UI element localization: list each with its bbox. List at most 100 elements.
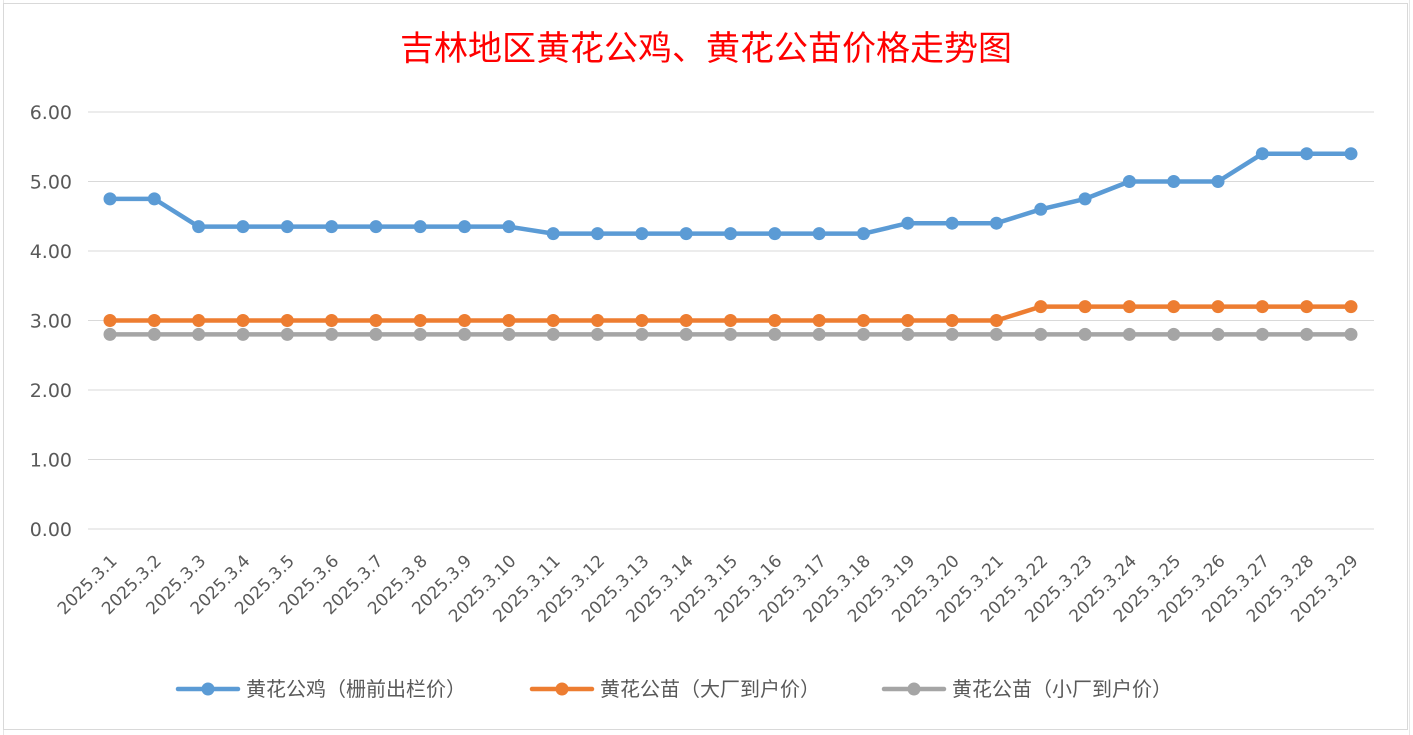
data-point bbox=[546, 327, 560, 341]
chart-frame bbox=[3, 3, 1408, 730]
series-3 bbox=[103, 327, 1358, 341]
y-tick-label: 1.00 bbox=[30, 450, 72, 472]
data-point bbox=[945, 216, 959, 230]
data-point bbox=[1167, 300, 1181, 314]
data-point bbox=[1255, 327, 1269, 341]
data-point bbox=[1167, 327, 1181, 341]
data-point bbox=[458, 327, 472, 341]
data-point bbox=[192, 314, 206, 327]
data-point bbox=[901, 216, 915, 230]
legend-item: 黄花公苗（小厂到户价） bbox=[881, 677, 1172, 701]
data-point bbox=[724, 314, 737, 327]
data-point bbox=[369, 220, 383, 234]
legend-swatch-marker bbox=[907, 682, 921, 696]
data-point bbox=[1167, 175, 1181, 188]
series-2 bbox=[103, 300, 1358, 327]
data-point bbox=[502, 314, 516, 327]
data-point bbox=[1078, 327, 1092, 341]
data-point bbox=[901, 314, 915, 327]
data-point bbox=[945, 327, 959, 341]
data-point bbox=[1300, 300, 1314, 314]
y-tick-label: 4.00 bbox=[30, 241, 72, 263]
data-point bbox=[236, 314, 250, 327]
data-point bbox=[679, 327, 693, 341]
data-point bbox=[413, 314, 427, 327]
data-point bbox=[413, 327, 427, 341]
data-point bbox=[768, 327, 782, 341]
data-point bbox=[724, 227, 737, 241]
data-point bbox=[1078, 300, 1092, 314]
data-point bbox=[856, 227, 870, 241]
data-point bbox=[1255, 147, 1269, 161]
data-point bbox=[325, 327, 339, 341]
data-point bbox=[1122, 300, 1136, 314]
y-axis-ticks: 0.00 1.00 2.00 3.00 4.00 5.00 6.00 bbox=[30, 102, 72, 541]
data-point bbox=[103, 314, 117, 327]
data-point bbox=[502, 327, 516, 341]
y-tick-label: 5.00 bbox=[30, 172, 72, 194]
data-point bbox=[502, 220, 516, 234]
data-point bbox=[1300, 147, 1314, 161]
data-point bbox=[280, 314, 294, 327]
y-tick-label: 6.00 bbox=[30, 102, 72, 124]
data-point bbox=[679, 227, 693, 241]
data-point bbox=[147, 192, 161, 206]
data-point bbox=[635, 227, 649, 241]
data-point bbox=[1122, 175, 1136, 188]
data-point bbox=[591, 227, 605, 241]
data-point bbox=[546, 227, 560, 241]
data-point bbox=[103, 327, 117, 341]
data-point bbox=[945, 314, 959, 327]
data-point bbox=[901, 327, 915, 341]
legend-item: 黄花公苗（大厂到户价） bbox=[529, 677, 820, 701]
data-point bbox=[1211, 175, 1225, 188]
data-point bbox=[1211, 300, 1225, 314]
data-point bbox=[856, 327, 870, 341]
data-point bbox=[635, 314, 649, 327]
data-point bbox=[1344, 300, 1358, 314]
legend-swatch-marker bbox=[201, 682, 215, 696]
data-point bbox=[325, 220, 339, 234]
data-point bbox=[546, 314, 560, 327]
data-point bbox=[280, 327, 294, 341]
data-point bbox=[812, 314, 826, 327]
data-point bbox=[635, 327, 649, 341]
chart-title: 吉林地区黄花公鸡、黄花公苗价格走势图 bbox=[400, 29, 1012, 69]
data-point bbox=[812, 327, 826, 341]
data-point bbox=[369, 327, 383, 341]
data-point bbox=[369, 314, 383, 327]
data-point bbox=[236, 220, 250, 234]
data-point bbox=[192, 220, 206, 234]
series-line bbox=[107, 151, 1354, 236]
legend-label: 黄花公鸡（栅前出栏价） bbox=[246, 677, 466, 701]
data-point bbox=[1211, 327, 1225, 341]
data-point bbox=[147, 327, 161, 341]
right-edge bbox=[1409, 0, 1413, 735]
data-point bbox=[1034, 327, 1048, 341]
y-tick-label: 2.00 bbox=[30, 380, 72, 402]
legend-swatch-marker bbox=[555, 682, 569, 696]
data-point bbox=[724, 327, 737, 341]
data-point bbox=[1344, 327, 1358, 341]
data-point bbox=[1078, 192, 1092, 206]
series-layer bbox=[103, 147, 1358, 341]
data-point bbox=[856, 314, 870, 327]
data-point bbox=[147, 314, 161, 327]
y-tick-label: 3.00 bbox=[30, 311, 72, 333]
data-point bbox=[591, 314, 605, 327]
data-point bbox=[236, 327, 250, 341]
data-point bbox=[458, 314, 472, 327]
legend: 黄花公鸡（栅前出栏价） 黄花公苗（大厂到户价） 黄花公苗（小厂到户价） bbox=[175, 677, 1172, 701]
data-point bbox=[1255, 300, 1269, 314]
legend-label: 黄花公苗（大厂到户价） bbox=[600, 677, 820, 701]
series-1 bbox=[103, 147, 1358, 241]
data-point bbox=[1300, 327, 1314, 341]
legend-label: 黄花公苗（小厂到户价） bbox=[952, 677, 1172, 701]
data-point bbox=[325, 314, 339, 327]
data-point bbox=[768, 227, 782, 241]
data-point bbox=[103, 192, 117, 206]
data-point bbox=[989, 314, 1003, 327]
data-point bbox=[812, 227, 826, 241]
data-point bbox=[768, 314, 782, 327]
